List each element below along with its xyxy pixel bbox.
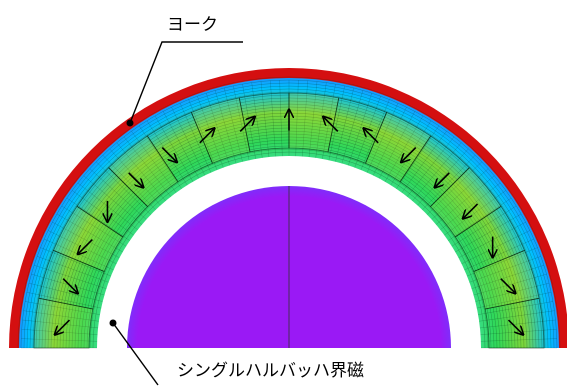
field-line: [17, 76, 561, 349]
magnetization-arrow: [55, 319, 71, 334]
magnetization-arrow: [324, 117, 339, 132]
magnetization-arrow: [435, 172, 450, 187]
magnetization-arrow: [500, 278, 515, 293]
magnetization-arrow: [507, 319, 523, 334]
field-line: [29, 88, 549, 349]
yoke-label: ヨーク: [167, 15, 218, 35]
yoke-callout-line: [129, 41, 243, 124]
field-line: [92, 151, 486, 349]
magnet-segment: [33, 297, 94, 349]
field-line: [26, 85, 552, 349]
halbach-array-label: シングルハルバッハ界磁: [177, 361, 364, 381]
magnetization-arrow: [402, 147, 417, 162]
magnetization-arrow: [62, 278, 77, 293]
field-line: [32, 91, 546, 349]
magnetization-arrow: [128, 172, 143, 187]
field-line: [20, 79, 558, 349]
yoke-callout-dot: [126, 119, 134, 127]
magnetization-arrow: [364, 129, 379, 144]
magnetization-arrows: [55, 111, 522, 335]
magnetization-arrow: [161, 147, 176, 162]
magnet-segments: [33, 92, 545, 349]
magnetization-arrow: [199, 129, 214, 144]
magnetization-arrow: [464, 203, 479, 218]
field-line: [23, 82, 555, 349]
halbach-callout-line: [112, 322, 159, 386]
field-line: [89, 148, 489, 349]
halbach-callout-dot: [109, 319, 117, 327]
magnetization-arrow: [239, 117, 254, 132]
magnetization-arrow: [78, 239, 93, 254]
